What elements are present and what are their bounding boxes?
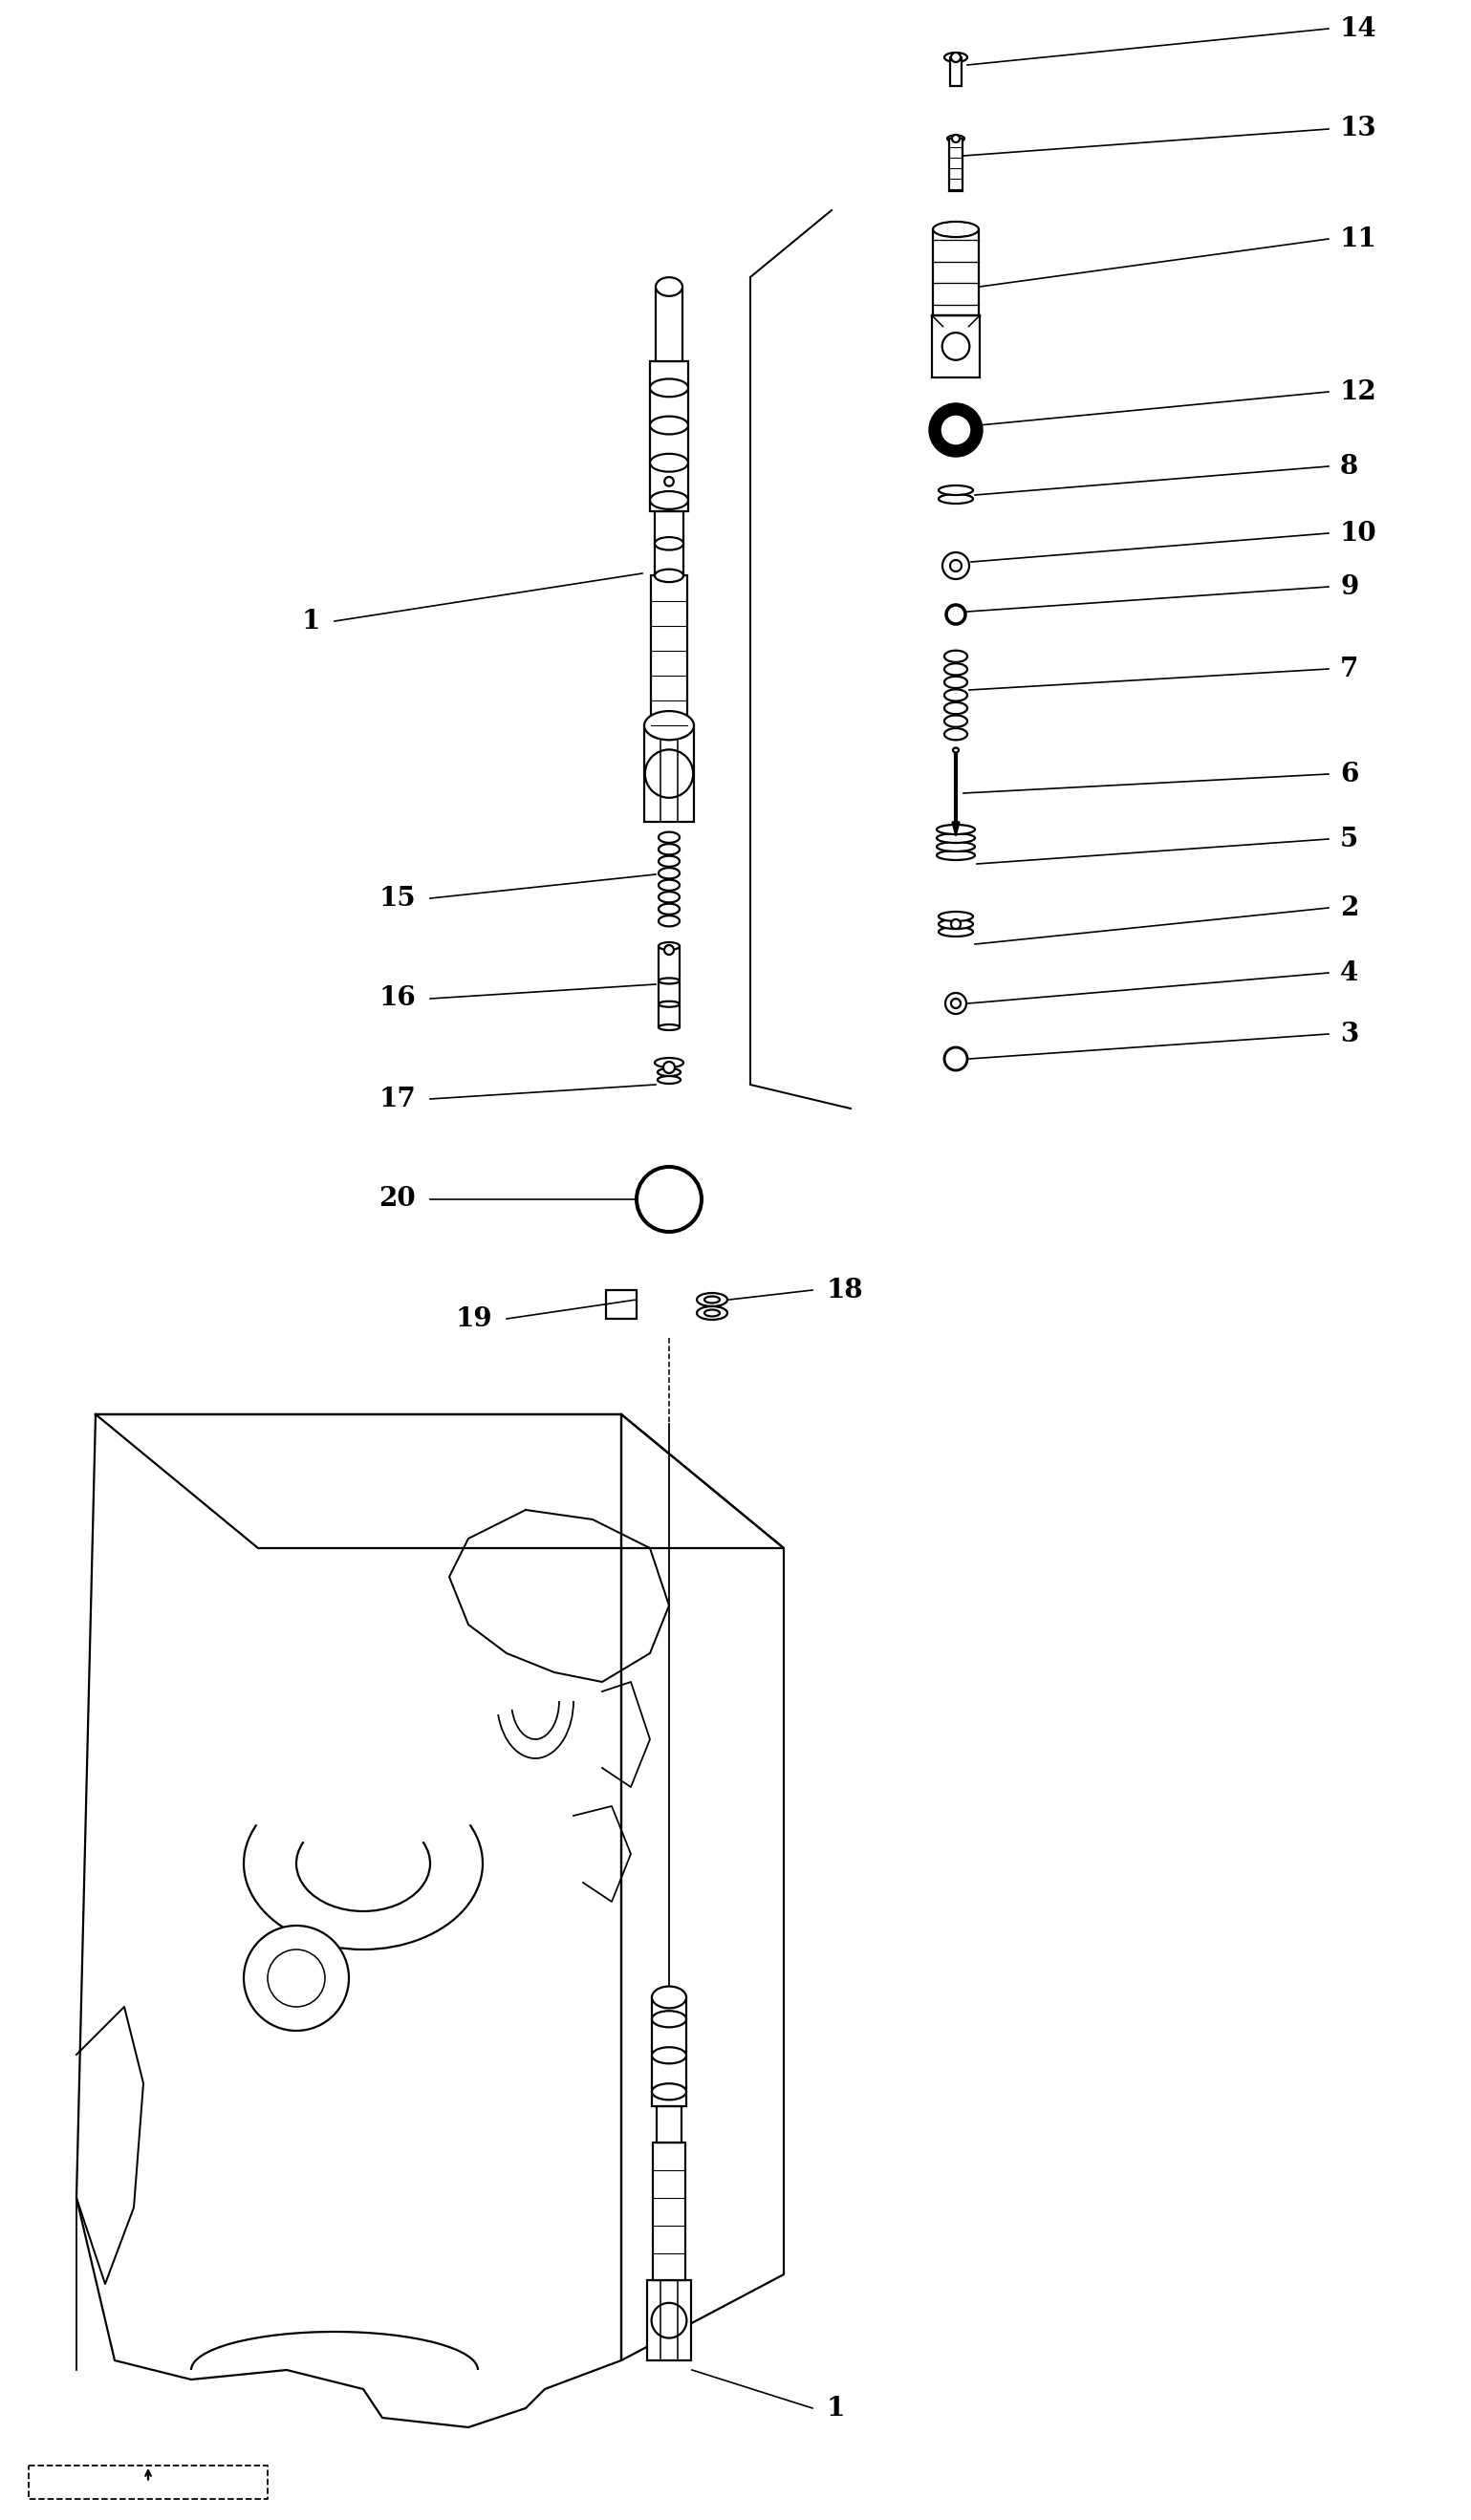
Ellipse shape [937, 834, 975, 842]
Text: 5: 5 [1340, 827, 1358, 852]
Circle shape [944, 1048, 968, 1071]
Ellipse shape [937, 824, 975, 834]
Circle shape [943, 552, 969, 580]
Ellipse shape [944, 53, 968, 63]
Ellipse shape [650, 454, 688, 471]
Polygon shape [96, 1414, 784, 1547]
Bar [650, 360, 688, 512]
Bar [655, 512, 684, 575]
Text: 14: 14 [1340, 15, 1377, 40]
Ellipse shape [658, 1068, 681, 1076]
Bar [644, 726, 694, 822]
Text: 10: 10 [1340, 519, 1377, 547]
Ellipse shape [705, 1310, 719, 1315]
Ellipse shape [650, 491, 688, 509]
Bar [659, 945, 680, 1028]
Circle shape [930, 403, 983, 456]
Ellipse shape [659, 978, 680, 983]
Bar [933, 229, 978, 315]
Ellipse shape [655, 1058, 684, 1068]
Text: 7: 7 [1340, 655, 1359, 683]
Polygon shape [952, 822, 959, 837]
Text: 19: 19 [456, 1305, 493, 1331]
Text: 12: 12 [1340, 378, 1377, 406]
Ellipse shape [938, 486, 972, 494]
Circle shape [665, 476, 674, 486]
Bar [653, 2142, 685, 2281]
Circle shape [940, 416, 971, 446]
Text: 18: 18 [827, 1278, 863, 1303]
Bar [652, 1998, 687, 2107]
Circle shape [950, 559, 962, 572]
Ellipse shape [953, 748, 959, 753]
Text: 15: 15 [380, 885, 416, 912]
Text: 20: 20 [380, 1187, 416, 1212]
Ellipse shape [659, 1000, 680, 1008]
Ellipse shape [659, 1026, 680, 1031]
Ellipse shape [659, 942, 680, 950]
Ellipse shape [938, 494, 972, 504]
Ellipse shape [947, 136, 965, 141]
Circle shape [952, 998, 961, 1008]
Bar [647, 2281, 691, 2361]
Polygon shape [76, 1414, 621, 2427]
Ellipse shape [697, 1305, 727, 1320]
Text: 16: 16 [378, 985, 416, 1011]
Ellipse shape [655, 570, 684, 582]
Ellipse shape [650, 416, 688, 433]
Circle shape [946, 605, 965, 625]
Circle shape [652, 2303, 687, 2339]
Bar [931, 315, 980, 378]
Bar [949, 139, 962, 192]
Circle shape [946, 993, 966, 1013]
Text: 1: 1 [827, 2397, 846, 2422]
Circle shape [644, 748, 693, 799]
Text: 9: 9 [1340, 575, 1358, 600]
Ellipse shape [705, 1295, 719, 1303]
Circle shape [637, 1167, 702, 1232]
Ellipse shape [938, 920, 972, 930]
Ellipse shape [652, 2046, 687, 2064]
Polygon shape [621, 1414, 784, 2361]
Ellipse shape [937, 842, 975, 852]
Circle shape [665, 945, 674, 955]
Bar [606, 1290, 637, 1318]
Circle shape [663, 1061, 675, 1074]
Ellipse shape [656, 277, 683, 295]
Text: 13: 13 [1340, 116, 1377, 141]
Ellipse shape [697, 1293, 727, 1305]
Bar [656, 2107, 681, 2142]
Bar [656, 287, 683, 360]
Text: 3: 3 [1340, 1021, 1358, 1046]
Circle shape [268, 1950, 325, 2006]
Text: 1: 1 [302, 607, 321, 635]
Ellipse shape [658, 1076, 681, 1084]
Text: 4: 4 [1340, 960, 1358, 985]
Text: 17: 17 [378, 1086, 416, 1111]
Ellipse shape [938, 927, 972, 937]
Circle shape [244, 1925, 349, 2031]
Circle shape [952, 920, 961, 930]
Bar [950, 58, 962, 86]
Ellipse shape [652, 2084, 687, 2099]
Circle shape [952, 134, 959, 144]
Ellipse shape [652, 1986, 687, 2008]
Circle shape [941, 333, 969, 360]
Text: 2: 2 [1340, 895, 1359, 920]
Ellipse shape [655, 537, 684, 549]
Text: 8: 8 [1340, 454, 1358, 479]
Circle shape [952, 53, 961, 63]
Text: 6: 6 [1340, 761, 1359, 786]
Ellipse shape [652, 2011, 687, 2026]
Ellipse shape [933, 222, 978, 237]
Ellipse shape [938, 912, 972, 922]
Ellipse shape [650, 378, 688, 396]
Bar [650, 575, 687, 726]
Ellipse shape [937, 852, 975, 859]
Ellipse shape [644, 711, 694, 741]
Text: 11: 11 [1340, 227, 1377, 252]
